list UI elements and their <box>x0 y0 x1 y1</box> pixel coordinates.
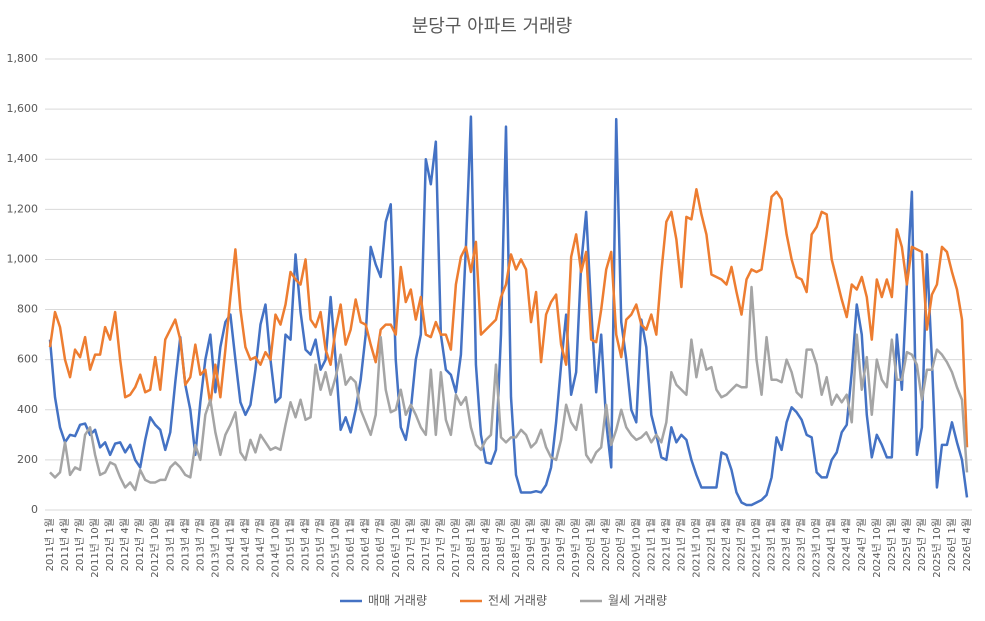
x-tick-label: 2017년 7월 <box>435 518 447 571</box>
x-tick-label: 2019년 4월 <box>540 518 552 571</box>
x-tick-label: 2016년 4월 <box>360 518 372 571</box>
x-tick-label: 2020년 7월 <box>615 518 627 571</box>
legend-label: 매매 거래량 <box>368 594 427 608</box>
y-tick-label: 1,800 <box>7 52 39 65</box>
x-tick-label: 2022년 7월 <box>736 518 748 571</box>
x-tick-label: 2017년 1월 <box>405 518 417 571</box>
x-tick-label: 2023년 1월 <box>766 518 778 571</box>
x-tick-label: 2024년 1월 <box>826 518 838 571</box>
x-tick-label: 2017년 4월 <box>420 518 432 571</box>
x-tick-label: 2026년 4월 <box>961 518 973 571</box>
x-tick-label: 2015년 1월 <box>285 518 297 571</box>
x-tick-label: 2021년 4월 <box>660 518 672 571</box>
legend-label: 월세 거래량 <box>608 594 667 608</box>
x-tick-label: 2022년 10월 <box>751 518 763 578</box>
series-line <box>48 188 969 448</box>
x-tick-label: 2012년 7월 <box>134 518 146 571</box>
x-tick-label: 2018년 4월 <box>480 518 492 571</box>
x-tick-label: 2021년 1월 <box>645 518 657 571</box>
x-tick-label: 2014년 1월 <box>224 518 236 571</box>
y-tick-label: 1,200 <box>7 202 39 215</box>
x-tick-label: 2024년 10월 <box>871 518 883 578</box>
x-tick-label: 2015년 7월 <box>315 518 327 571</box>
x-tick-label: 2012년 10월 <box>149 518 161 578</box>
y-tick-label: 400 <box>17 403 38 416</box>
x-tick-label: 2016년 7월 <box>375 518 387 571</box>
x-tick-label: 2011년 10월 <box>89 518 101 578</box>
x-tick-label: 2025년 7월 <box>916 518 928 571</box>
y-tick-label: 1,000 <box>7 252 39 265</box>
x-tick-label: 2016년 10월 <box>390 518 402 578</box>
x-tick-label: 2013년 7월 <box>194 518 206 571</box>
x-tick-label: 2011년 1월 <box>44 518 56 571</box>
series-line <box>49 285 969 492</box>
x-tick-label: 2016년 1월 <box>345 518 357 571</box>
y-tick-label: 0 <box>31 503 38 516</box>
x-tick-label: 2022년 1월 <box>705 518 717 571</box>
x-tick-label: 2012년 1월 <box>104 518 116 571</box>
y-tick-label: 200 <box>17 453 38 466</box>
x-tick-label: 2015년 10월 <box>330 518 342 578</box>
x-tick-label: 2023년 7월 <box>796 518 808 571</box>
x-tick-label: 2018년 10월 <box>510 518 522 578</box>
x-tick-label: 2019년 10월 <box>570 518 582 578</box>
x-tick-label: 2021년 10월 <box>690 518 702 578</box>
x-tick-label: 2020년 4월 <box>600 518 612 571</box>
x-tick-label: 2011년 4월 <box>59 518 71 571</box>
x-tick-label: 2018년 1월 <box>465 518 477 571</box>
x-tick-label: 2013년 1월 <box>164 518 176 571</box>
x-tick-label: 2011년 7월 <box>74 518 86 571</box>
x-tick-label: 2013년 10월 <box>209 518 221 578</box>
x-tick-label: 2022년 4월 <box>720 518 732 571</box>
x-tick-label: 2020년 10월 <box>630 518 642 578</box>
y-tick-label: 1,400 <box>7 152 39 165</box>
x-tick-label: 2014년 10월 <box>269 518 281 578</box>
x-tick-label: 2025년 10월 <box>931 518 943 578</box>
x-tick-label: 2015년 4월 <box>300 518 312 571</box>
chart-title: 분당구 아파트 거래량 <box>412 16 572 37</box>
x-tick-label: 2024년 7월 <box>856 518 868 571</box>
x-tick-label: 2023년 10월 <box>811 518 823 578</box>
x-tick-label: 2020년 1월 <box>585 518 597 571</box>
legend-label: 전세 거래량 <box>488 594 547 608</box>
x-tick-label: 2025년 1월 <box>886 518 898 571</box>
x-tick-label: 2019년 7월 <box>555 518 567 571</box>
y-tick-label: 600 <box>17 353 38 366</box>
x-tick-label: 2026년 1월 <box>946 518 958 571</box>
x-tick-label: 2017년 10월 <box>450 518 462 578</box>
x-tick-label: 2024년 4월 <box>841 518 853 571</box>
x-tick-label: 2014년 7월 <box>254 518 266 571</box>
x-tick-label: 2014년 4월 <box>239 518 251 571</box>
y-tick-label: 1,600 <box>7 102 39 115</box>
x-tick-label: 2025년 4월 <box>901 518 913 571</box>
x-tick-label: 2021년 7월 <box>675 518 687 571</box>
x-tick-label: 2012년 4월 <box>119 518 131 571</box>
x-tick-label: 2013년 4월 <box>179 518 191 571</box>
x-tick-label: 2023년 4월 <box>781 518 793 571</box>
x-tick-label: 2019년 1월 <box>525 518 537 571</box>
x-tick-label: 2018년 7월 <box>495 518 507 571</box>
y-tick-label: 800 <box>17 303 38 316</box>
